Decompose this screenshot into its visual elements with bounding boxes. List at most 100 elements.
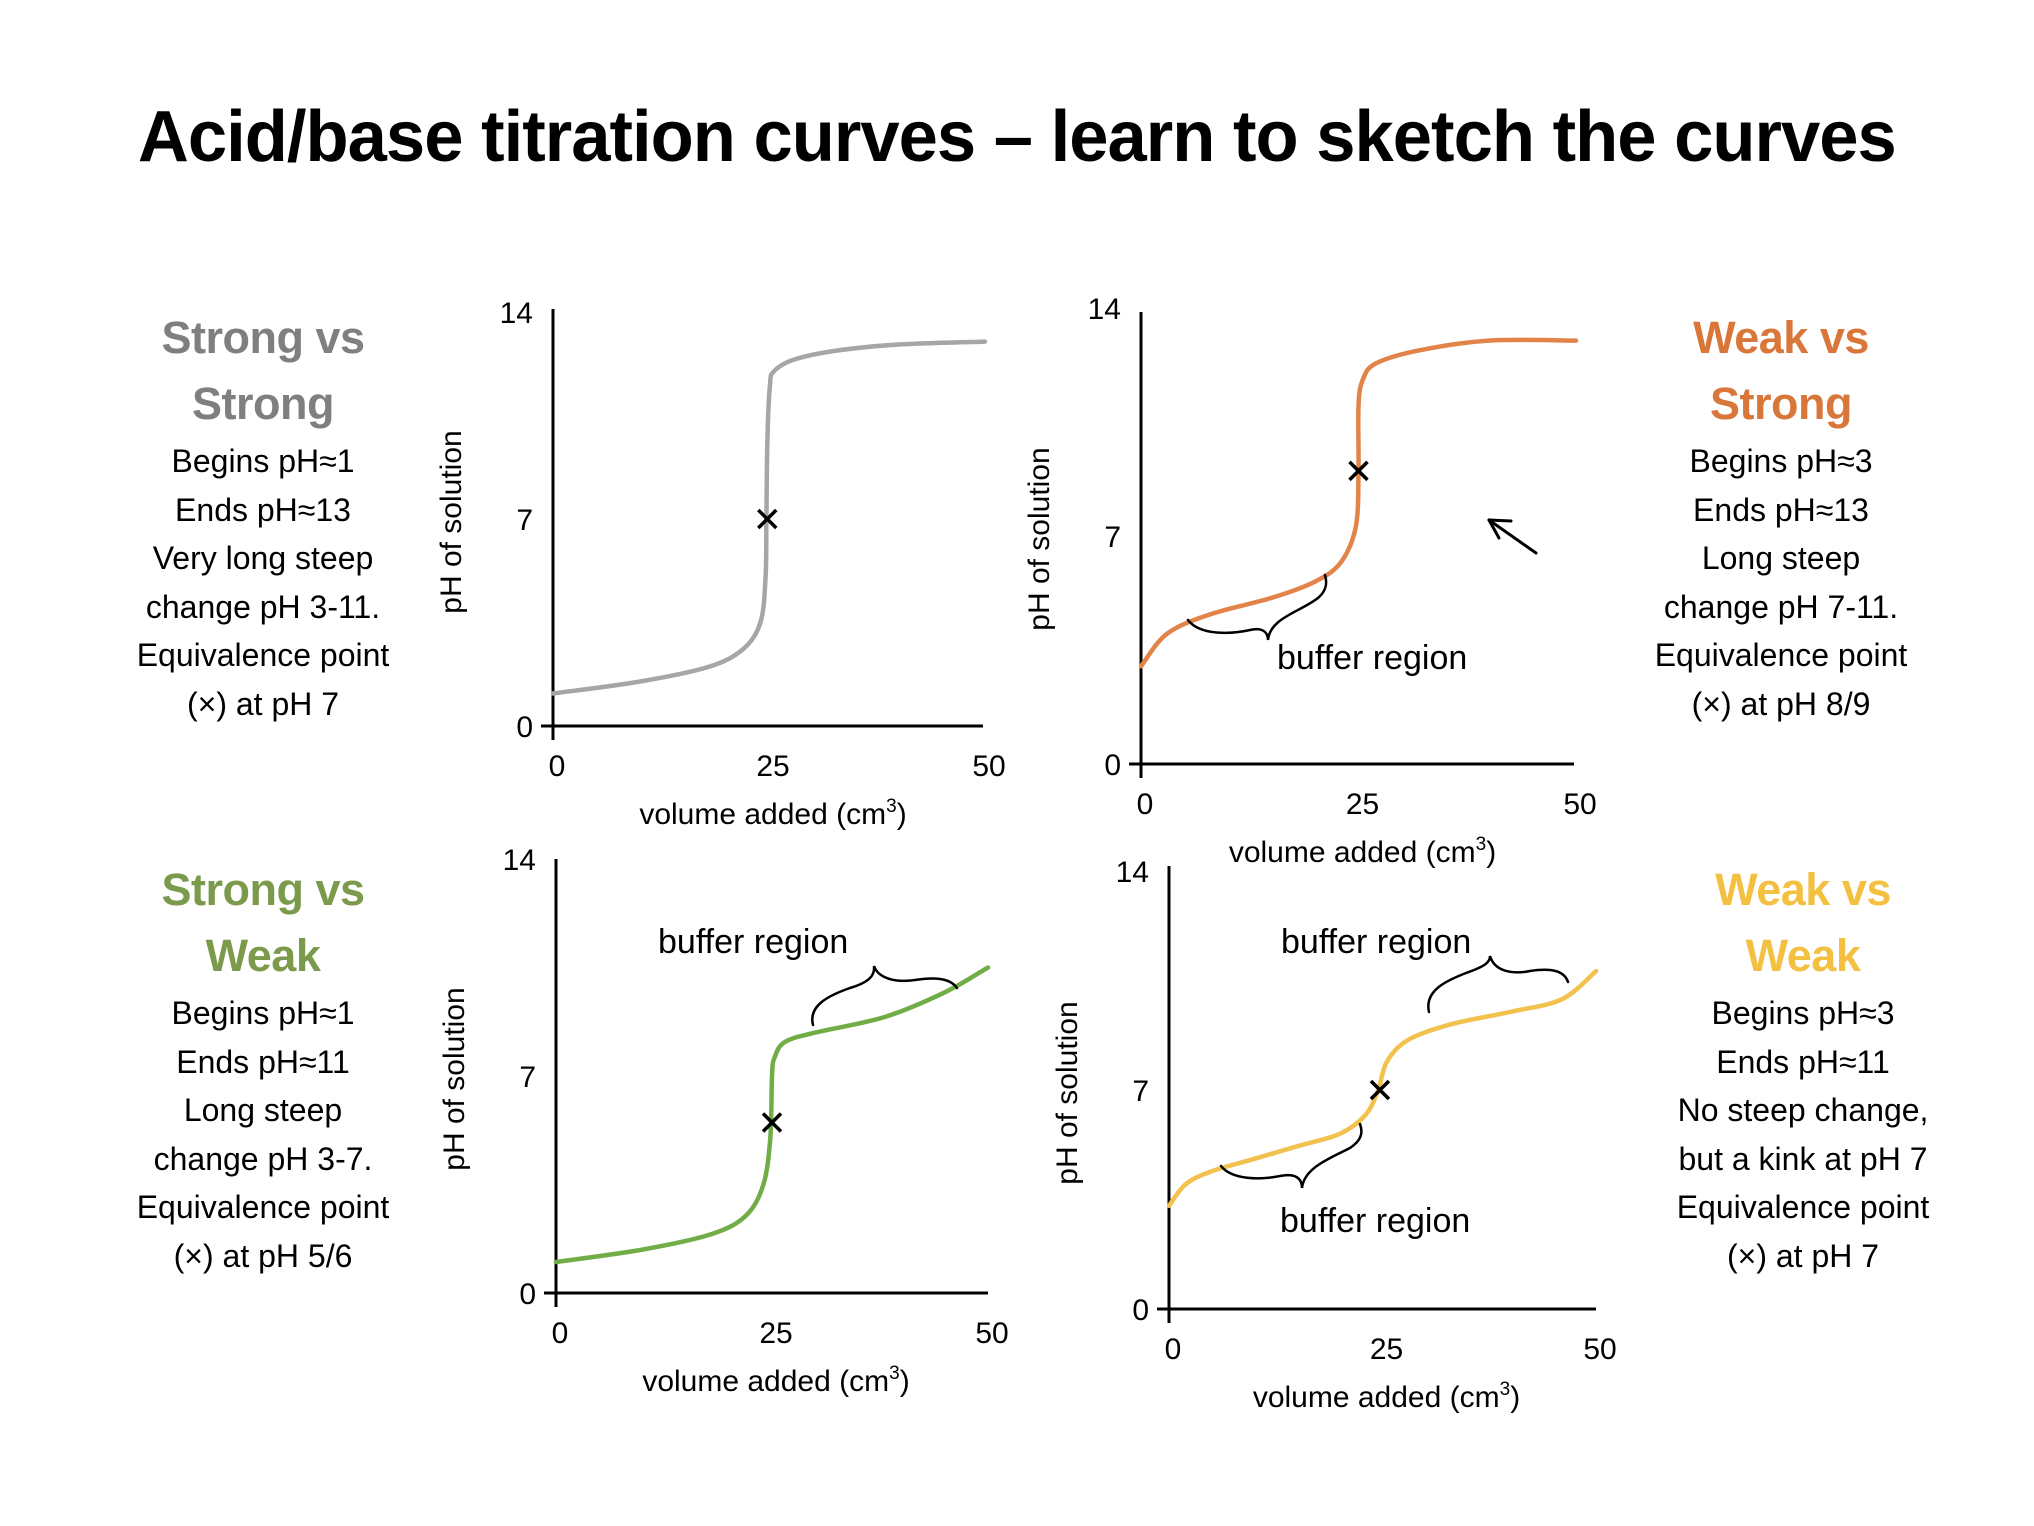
y-tick-label: 0 <box>1104 749 1121 782</box>
buffer-region-label: buffer region <box>1277 639 1467 677</box>
y-tick-label: 7 <box>1132 1075 1149 1108</box>
equivalence-point-marker <box>1369 1079 1391 1101</box>
chart-weak-strong: 0 7 14 0 25 50 volume added (cm3) pH of solutio… <box>1023 293 1597 869</box>
description-line: Begins pH≈3 <box>1711 995 1895 1031</box>
y-tick-label: 7 <box>516 504 533 537</box>
equivalence-point-marker <box>1348 460 1369 482</box>
y-axis-label: pH of solution <box>1023 447 1056 630</box>
description-weak-strong: Weak vs Strong Begins pH≈3 Ends pH≈13 Lo… <box>1591 305 1971 728</box>
description-line: Equivalence point <box>1654 637 1908 673</box>
titration-curve <box>1166 968 1599 1209</box>
heading-line: Strong vs <box>161 864 365 915</box>
description-strong-weak: Strong vs Weak Begins pH≈1 Ends pH≈11 Lo… <box>73 857 453 1280</box>
x-axis-label-text: ) <box>897 798 907 831</box>
description-line: Equivalence point <box>1676 1189 1930 1225</box>
heading-line: Weak vs <box>1715 864 1891 915</box>
y-tick-label: 14 <box>1088 293 1121 326</box>
x-axis-label-text: volume added (cm <box>642 1365 889 1398</box>
buffer-region-label: buffer region <box>1280 1202 1470 1240</box>
titration-curve <box>553 965 991 1265</box>
x-tick-label: 50 <box>972 750 1005 783</box>
buffer-region-label: buffer region <box>658 923 848 961</box>
description-line: (×) at pH 7 <box>186 685 340 722</box>
description-line: (×) at pH 7 <box>1726 1237 1880 1274</box>
description-line: Begins pH≈3 <box>1689 443 1873 479</box>
chart-strong-strong: 0 7 14 0 25 50 volume added (cm3) pH of solutio… <box>435 297 1006 831</box>
x-tick-label: 25 <box>1370 1333 1403 1366</box>
x-axis-label-text: ) <box>1510 1381 1520 1414</box>
y-tick-label: 0 <box>516 711 533 744</box>
arrow-icon <box>1487 518 1538 555</box>
y-tick-label: 7 <box>519 1061 536 1094</box>
buffer-region-label: buffer region <box>1281 923 1471 961</box>
cross-stroke <box>1348 460 1369 482</box>
heading-line: Strong vs <box>161 312 365 363</box>
x-axis-label: volume added (cm3) <box>639 796 906 831</box>
description-weak-weak: Weak vs Weak Begins pH≈3 Ends pH≈11 No s… <box>1613 857 1993 1280</box>
description-line: Ends pH≈13 <box>1693 491 1869 528</box>
equivalence-point-marker <box>757 508 778 530</box>
description-line: change pH 7-11. <box>1663 588 1899 625</box>
arrow-head <box>1487 518 1513 523</box>
page-title-text: Acid/base titration curves – learn to sk… <box>138 97 1897 177</box>
y-tick-label: 14 <box>500 297 533 330</box>
y-tick-label: 14 <box>1116 856 1149 889</box>
panel-heading: Weak vs Weak <box>1613 857 1993 989</box>
curly-brace <box>811 965 959 1027</box>
x-axis-label-text: ) <box>900 1365 910 1398</box>
y-axis-label: pH of solution <box>435 430 468 613</box>
page-title: Acid/base titration curves – learn to sk… <box>0 96 2034 178</box>
x-axis-label-text: volume added (cm <box>639 798 886 831</box>
x-axis-label-superscript: 3 <box>886 796 897 817</box>
x-axis-label-text: ) <box>1486 836 1496 869</box>
description-line: Long steep <box>183 1092 343 1128</box>
x-axis-label-text: volume added (cm <box>1253 1381 1500 1414</box>
x-tick-label: 50 <box>975 1317 1008 1350</box>
equivalence-point-marker <box>761 1112 783 1133</box>
x-tick-label: 50 <box>1583 1333 1616 1366</box>
x-tick-label: 0 <box>1137 788 1154 821</box>
y-axis-label: pH of solution <box>438 987 471 1170</box>
heading-line: Strong <box>192 378 334 429</box>
description-line: Ends pH≈11 <box>1716 1043 1890 1080</box>
x-tick-label: 0 <box>552 1317 569 1350</box>
description-line: change pH 3-7. <box>153 1140 373 1177</box>
curly-brace <box>1186 573 1328 641</box>
chart-strong-weak: 0 7 14 0 25 50 volume added (cm3) pH of solutio… <box>438 844 1009 1398</box>
description-line: No steep change, <box>1677 1092 1929 1128</box>
cross-stroke <box>1369 1079 1391 1101</box>
heading-line: Strong <box>1710 378 1852 429</box>
y-tick-label: 7 <box>1104 521 1121 554</box>
x-tick-label: 50 <box>1563 788 1596 821</box>
x-axis-label-superscript: 3 <box>1476 834 1487 855</box>
y-tick-label: 0 <box>1132 1294 1149 1327</box>
panel-heading: Strong vs Strong <box>73 305 453 437</box>
x-axis-label: volume added (cm3) <box>1229 834 1496 869</box>
description-line: (×) at pH 8/9 <box>1691 685 1871 722</box>
x-tick-label: 25 <box>1346 788 1379 821</box>
chart-weak-weak: 0 7 14 0 25 50 volume added (cm3) pH of solutio… <box>1051 856 1617 1414</box>
y-axis-label: pH of solution <box>1051 1001 1084 1184</box>
description-line: Ends pH≈13 <box>175 491 351 528</box>
x-tick-label: 25 <box>759 1317 792 1350</box>
x-axis-label: volume added (cm3) <box>642 1363 909 1398</box>
x-axis-label: volume added (cm3) <box>1253 1379 1520 1414</box>
x-tick-label: 0 <box>1165 1333 1182 1366</box>
x-tick-label: 0 <box>549 750 566 783</box>
description-line: Long steep <box>1701 540 1861 576</box>
x-axis-label-superscript: 3 <box>889 1363 900 1384</box>
curly-brace <box>1219 1122 1363 1189</box>
description-line: Ends pH≈11 <box>176 1043 350 1080</box>
x-axis-label-superscript: 3 <box>1500 1379 1511 1400</box>
heading-line: Weak <box>205 930 321 981</box>
y-tick-label: 14 <box>503 844 536 877</box>
description-line: Equivalence point <box>136 1189 390 1225</box>
y-tick-label: 0 <box>519 1278 536 1311</box>
description-line: (×) at pH 5/6 <box>173 1237 353 1274</box>
titration-curve <box>1138 337 1579 669</box>
description-strong-strong: Strong vs Strong Begins pH≈1 Ends pH≈13 … <box>73 305 453 728</box>
description-line: Very long steep <box>152 540 374 576</box>
description-line: Begins pH≈1 <box>171 443 355 479</box>
x-axis-label-text: volume added (cm <box>1229 836 1476 869</box>
